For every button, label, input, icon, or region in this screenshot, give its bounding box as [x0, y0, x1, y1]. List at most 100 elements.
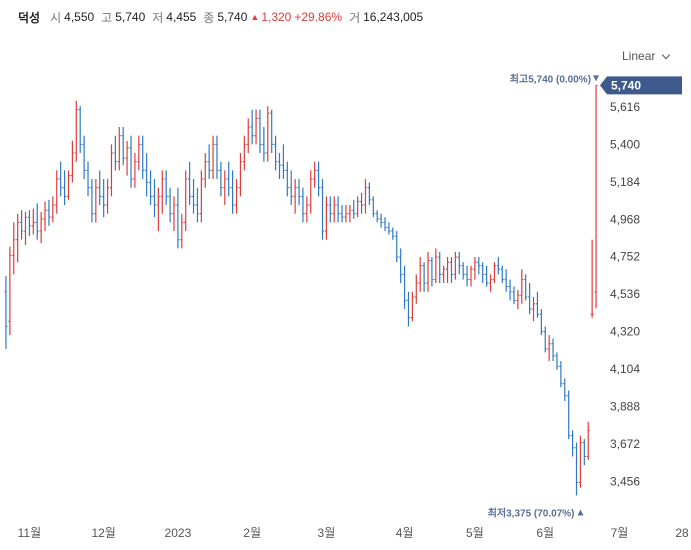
- ohlc-bar: [188, 161, 192, 206]
- ohlc-bar: [535, 291, 540, 318]
- ohlc-bar: [508, 279, 512, 301]
- ohlc-bar: [113, 135, 117, 171]
- ohlc-bar: [148, 170, 153, 206]
- ohlc-bar: [59, 161, 63, 197]
- ohlc-bar: [39, 211, 43, 244]
- max-price-annotation: 최고5,740 (0.00%): [510, 72, 591, 85]
- change-value: 1,320: [261, 10, 292, 24]
- ohlc-bar: [504, 269, 508, 292]
- x-axis: 11월 12월 2023 2월 3월 4월 5월 6월 7월 28: [18, 526, 689, 540]
- y-tick-label: 3,672: [610, 437, 640, 451]
- candle-layer: [4, 84, 598, 496]
- ohlc-bar: [82, 135, 86, 180]
- ohlc-bar: [109, 144, 114, 197]
- last-price-tag: 5,740: [600, 76, 682, 95]
- ohlc-bar: [340, 205, 344, 223]
- ohlc-bar: [219, 161, 223, 197]
- last-price-label: 5,740: [611, 78, 641, 92]
- scale-label: Linear: [622, 49, 656, 63]
- ohlc-bar: [543, 326, 547, 353]
- ohlc-bar: [586, 421, 590, 460]
- ohlc-bar: [168, 187, 172, 223]
- x-tick-label: 5월: [466, 526, 484, 540]
- ohlc-bar: [391, 227, 395, 240]
- ohlc-bar: [410, 291, 414, 322]
- ohlc-bar: [297, 179, 301, 206]
- ohlc-bar: [422, 262, 426, 292]
- ohlc-bar: [301, 187, 305, 223]
- y-tick-label: 4,752: [610, 250, 640, 264]
- ohlc-bar: [516, 290, 520, 310]
- ohlc-bar: [449, 257, 454, 284]
- y-tick-label: 5,400: [610, 137, 640, 151]
- ohlc-bar: [277, 153, 282, 180]
- up-triangle-icon: ▲: [250, 12, 260, 22]
- ohlc-bar: [184, 170, 188, 232]
- low-value: 4,455: [166, 10, 197, 24]
- ohlc-bar: [199, 170, 203, 223]
- ohlc-bar: [227, 161, 231, 197]
- ohlc-bar: [465, 265, 469, 287]
- ohlc-bar: [223, 170, 227, 206]
- ohlc-bar: [457, 251, 461, 275]
- ohlc-bar: [270, 109, 274, 154]
- ohlc-bar: [520, 269, 524, 304]
- ohlc-bar: [133, 153, 137, 188]
- ohlc-bar: [363, 179, 368, 214]
- x-tick-label: 28: [675, 526, 689, 540]
- ohlc-bar: [563, 378, 567, 401]
- ohlc-bar: [488, 274, 493, 292]
- x-tick-label: 12월: [91, 526, 115, 540]
- ohlc-bar: [434, 248, 438, 284]
- ohlc-bar: [500, 265, 504, 284]
- x-tick-label: 2023: [165, 526, 192, 540]
- ohlc-bar: [246, 118, 250, 154]
- ohlc-bar: [387, 222, 391, 235]
- ohlc-bar: [51, 196, 55, 223]
- ohlc-bar: [55, 170, 59, 214]
- x-tick-label: 3월: [318, 526, 336, 540]
- ohlc-bar: [266, 106, 270, 162]
- ohlc-bar: [445, 257, 450, 284]
- ohlc-bar: [231, 170, 235, 214]
- ohlc-bar: [207, 144, 211, 180]
- ohlc-bar: [66, 170, 71, 200]
- ohlc-bar: [191, 179, 196, 214]
- volume-label: 거: [349, 10, 361, 25]
- y-tick-label: 4,536: [610, 287, 640, 301]
- ohlc-bar: [164, 170, 168, 206]
- ohlc-bar: [383, 217, 387, 232]
- ohlc-bar: [332, 196, 336, 223]
- ohlc-bar: [469, 265, 473, 287]
- ohlc-bar: [254, 109, 258, 145]
- scale-dropdown[interactable]: Linear: [622, 49, 671, 63]
- y-tick-label: 4,104: [610, 362, 640, 376]
- ohlc-bar: [461, 262, 465, 280]
- ohlc-bar: [582, 439, 586, 466]
- ohlc-bar: [273, 135, 278, 171]
- ohlc-bar: [313, 161, 317, 188]
- ohlc-bar: [485, 265, 489, 287]
- y-tick-label: 4,320: [610, 325, 640, 339]
- ohlc-bar: [8, 246, 12, 336]
- ohlc-bar: [336, 196, 340, 223]
- low-label: 저: [152, 10, 164, 25]
- min-marker-icon: [577, 509, 584, 516]
- ohlc-bar: [238, 153, 243, 197]
- high-label: 고: [101, 10, 113, 25]
- ohlc-bar: [324, 196, 329, 240]
- ohlc-bar: [31, 208, 35, 235]
- ohlc-bar: [309, 170, 313, 214]
- ohlc-bar: [211, 135, 215, 180]
- ohlc-bar: [4, 276, 8, 349]
- volume-value: 16,243,005: [363, 10, 424, 24]
- ohlc-bar: [414, 274, 418, 304]
- ohlc-bar: [328, 196, 332, 223]
- stock-name: 덕성: [18, 10, 41, 25]
- ohlc-bar: [70, 140, 74, 183]
- ohlc-bar: [551, 338, 555, 362]
- y-tick-label: 4,968: [610, 212, 640, 226]
- ohlc-bar: [418, 257, 422, 292]
- ohlc-bar: [352, 199, 356, 219]
